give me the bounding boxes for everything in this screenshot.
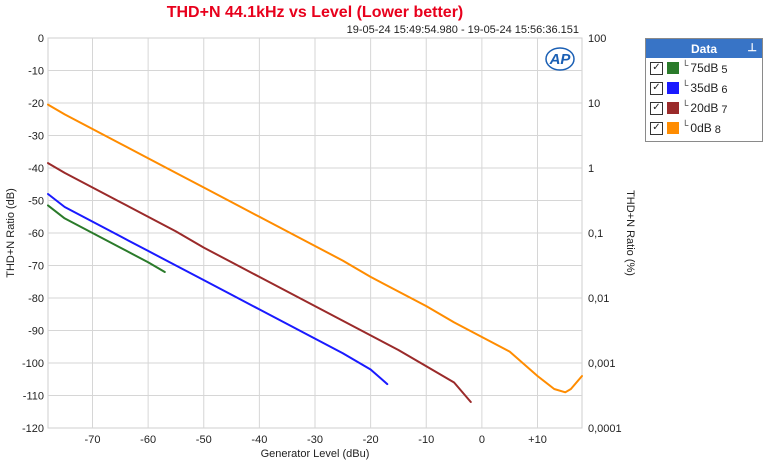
x-tick-label: -10 xyxy=(418,434,434,446)
legend-label: 35dB xyxy=(690,81,719,95)
y-tick-label: -80 xyxy=(28,293,44,305)
y-tick-label: 0 xyxy=(38,33,44,45)
y2-tick-label: 10 xyxy=(588,98,600,110)
series-line-75dB[interactable] xyxy=(47,204,166,273)
legend-swatch xyxy=(667,62,679,74)
series-group xyxy=(47,103,583,403)
x-axis-label: Generator Level (dBu) xyxy=(261,448,370,460)
y2-axis-ticks: 100 10 1 0,1 0,01 0,001 0,0001 xyxy=(588,33,622,435)
y2-axis-label: THD+N Ratio (%) xyxy=(624,190,636,276)
x-axis-ticks: -70 -60 -50 -40 -30 -20 -10 0 +10 xyxy=(85,434,547,446)
y-axis-label: THD+N Ratio (dB) xyxy=(5,188,17,278)
y2-tick-label: 1 xyxy=(588,163,594,175)
y2-tick-label: 0,0001 xyxy=(588,423,622,435)
x-tick-label: -20 xyxy=(363,434,379,446)
ap-logo: AP xyxy=(545,47,575,71)
y-tick-label: -120 xyxy=(22,423,44,435)
y-tick-label: -30 xyxy=(28,131,44,143)
checkbox-icon[interactable]: ✓ xyxy=(650,121,663,135)
legend-swatch xyxy=(667,122,679,134)
ap-logo-text: AP xyxy=(549,51,572,68)
series-line-35dB[interactable] xyxy=(47,193,389,386)
legend-header: Data ⊥ xyxy=(646,39,762,58)
checkbox-icon[interactable]: ✓ xyxy=(650,101,663,115)
y2-tick-label: 0,001 xyxy=(588,358,616,370)
chart-title: THD+N 44.1kHz vs Level (Lower better) xyxy=(167,4,464,21)
checkbox-icon[interactable]: ✓ xyxy=(650,61,663,75)
y-tick-label: -10 xyxy=(28,66,44,78)
chart-timestamp: 19-05-24 15:49:54.980 - 19-05-24 15:56:3… xyxy=(347,24,579,36)
corner-icon: └ xyxy=(682,60,689,70)
series-line-20dB[interactable] xyxy=(47,162,472,403)
y-axis-ticks: 0 -10 -20 -30 -40 -50 -60 -70 -80 -90 -100 -110 -120 xyxy=(22,33,44,435)
legend-index: 5 xyxy=(721,64,728,76)
grid xyxy=(48,38,582,428)
series-line-0dB[interactable] xyxy=(47,103,583,394)
y-tick-label: -70 xyxy=(28,261,44,273)
legend-swatch xyxy=(667,102,679,114)
legend-index: 8 xyxy=(714,124,721,136)
y-tick-label: -20 xyxy=(28,98,44,110)
legend-item-20dB[interactable]: ✓ └ 20dB 7 xyxy=(646,98,762,118)
corner-icon: └ xyxy=(682,80,689,90)
legend-index: 7 xyxy=(721,104,728,116)
y-tick-label: -110 xyxy=(23,391,44,403)
x-tick-label: -30 xyxy=(307,434,323,446)
legend-label: 75dB xyxy=(690,61,719,75)
y-tick-label: -60 xyxy=(28,228,44,240)
x-tick-label: -60 xyxy=(140,434,156,446)
x-tick-label: 0 xyxy=(479,434,485,446)
legend-item-75dB[interactable]: ✓ └ 75dB 5 xyxy=(646,58,762,78)
y2-tick-label: 0,1 xyxy=(588,228,603,240)
legend-index: 6 xyxy=(721,84,728,96)
corner-icon: └ xyxy=(682,100,689,110)
legend-rows: ✓ └ 75dB 5 ✓ └ 35dB 6 ✓ └ 20dB 7 ✓ └ 0dB 8 xyxy=(646,58,762,138)
y-tick-label: -50 xyxy=(28,196,44,208)
x-tick-label: -50 xyxy=(196,434,212,446)
y-tick-label: -40 xyxy=(28,163,44,175)
y-tick-label: -90 xyxy=(28,326,44,338)
legend-panel: Data ⊥ ✓ └ 75dB 5 ✓ └ 35dB 6 ✓ └ 20dB 7 ✓ └ 0dB 8 xyxy=(645,38,763,142)
y2-tick-label: 0,01 xyxy=(588,293,609,305)
x-tick-label: -70 xyxy=(85,434,101,446)
y2-tick-label: 100 xyxy=(588,33,606,45)
x-tick-label: +10 xyxy=(528,434,547,446)
legend-item-0dB[interactable]: ✓ └ 0dB 8 xyxy=(646,118,762,138)
legend-item-35dB[interactable]: ✓ └ 35dB 6 xyxy=(646,78,762,98)
legend-swatch xyxy=(667,82,679,94)
pin-icon[interactable]: ⊥ xyxy=(747,42,757,54)
checkbox-icon[interactable]: ✓ xyxy=(650,81,663,95)
corner-icon: └ xyxy=(682,120,689,130)
legend-label: 20dB xyxy=(690,101,719,115)
legend-title: Data xyxy=(690,41,717,56)
legend-label: 0dB xyxy=(690,121,712,135)
x-tick-label: -40 xyxy=(251,434,267,446)
y-tick-label: -100 xyxy=(22,358,44,370)
